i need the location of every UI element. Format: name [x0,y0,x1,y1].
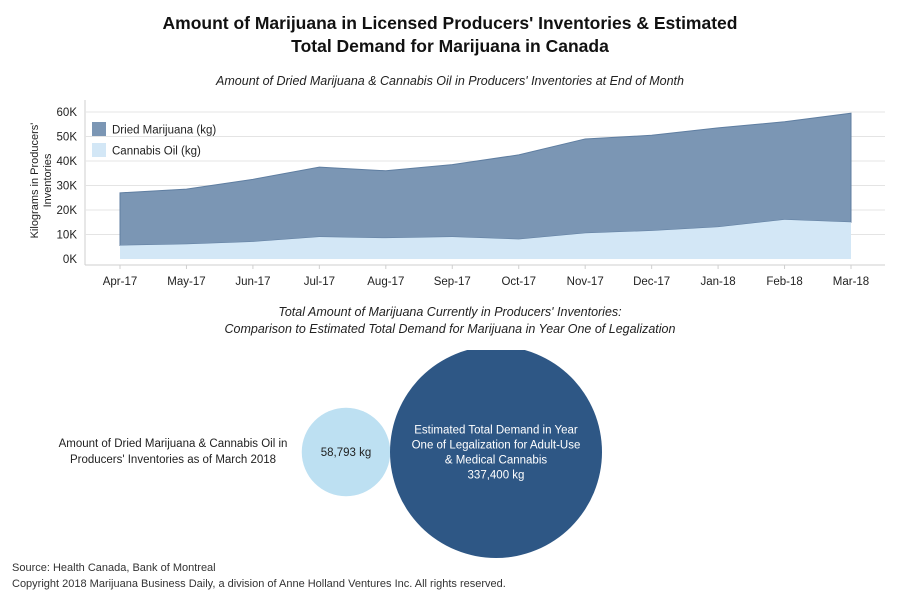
title-line-2: Total Demand for Marijuana in Canada [291,36,609,56]
title-line-1: Amount of Marijuana in Licensed Producer… [162,13,738,33]
inventory-bubble-description: Amount of Dried Marijuana & Cannabis Oil… [48,436,298,468]
footer: Source: Health Canada, Bank of Montreal … [12,561,506,592]
x-tick-label: Jan-18 [701,276,736,288]
x-tick-label: Feb-18 [766,276,802,288]
x-tick-label: May-17 [167,276,205,288]
y-tick-label: 10K [57,230,78,242]
x-tick-label: Dec-17 [633,276,670,288]
x-tick-label: Sep-17 [434,276,471,288]
x-tick-label: Nov-17 [567,276,604,288]
y-tick-label: 20K [57,205,78,217]
x-tick-label: Mar-18 [833,276,869,288]
inventory-description-line-1: Amount of Dried Marijuana & Cannabis Oil… [58,438,288,450]
inventory-bubble [301,407,391,497]
x-tick-label: Jun-17 [235,276,270,288]
inventory-bubble-value: 58,793 kg [321,447,372,459]
y-tick-label: 30K [57,181,78,193]
x-tick-label: Apr-17 [103,276,138,288]
legend-swatch [92,143,106,157]
area-chart: 0K 10K 20K 30K 40K 50K 60K Apr-17 May-17 Jun-17 Ju… [29,100,885,288]
demand-bubble [390,350,602,558]
bubble-subtitle-line-2: Comparison to Estimated Total Demand for… [224,322,676,336]
inventory-description-line-2: Producers' Inventories as of March 2018 [69,454,277,466]
bubble-chart-subtitle: Total Amount of Marijuana Currently in P… [0,304,900,338]
legend-label: Dried Marijuana (kg) [112,125,216,137]
page-title: Amount of Marijuana in Licensed Producer… [0,12,900,58]
series-area-cannabis-oil [120,219,851,259]
y-tick-label: 40K [57,156,78,168]
copyright-note: Copyright 2018 Marijuana Business Daily,… [12,577,506,590]
source-note: Source: Health Canada, Bank of Montreal [12,562,216,574]
y-tick-label: 0K [63,254,77,266]
x-tick-label: Oct-17 [501,276,536,288]
y-axis-label: Kilograms in Producers'Inventories [29,123,54,239]
legend-swatch [92,122,106,136]
bubble-chart: 58,793 kg Estimated Total Demand in Year O… [301,350,602,558]
x-tick-label: Aug-17 [367,276,404,288]
legend-label: Cannabis Oil (kg) [112,146,201,158]
bubble-subtitle-line-1: Total Amount of Marijuana Currently in P… [278,305,622,319]
x-tick-label: Jul-17 [304,276,335,288]
y-tick-label: 60K [57,107,78,119]
demand-bubble-label: Estimated Total Demand in Year One of Leg… [412,425,581,482]
area-chart-subtitle: Amount of Dried Marijuana & Cannabis Oil… [216,74,684,88]
y-tick-label: 50K [57,132,78,144]
